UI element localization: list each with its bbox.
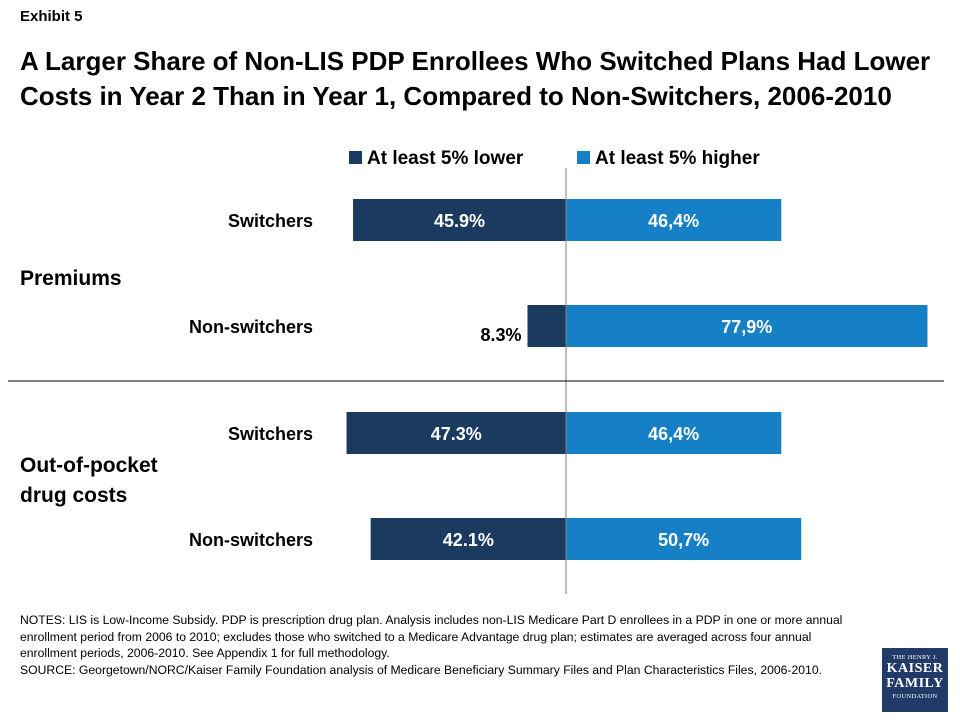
data-label-lower: 47.3% [431, 424, 482, 444]
bar-lower [353, 199, 566, 241]
kff-logo: THE HENRY J. KAISER FAMILY FOUNDATION [882, 648, 948, 712]
group-label-line: drug costs [20, 484, 128, 507]
data-label-lower: 8.3% [480, 325, 521, 345]
data-label-lower: 42.1% [443, 530, 494, 550]
logo-line: FAMILY [886, 676, 944, 691]
bar-higher [566, 412, 782, 454]
legend: At least 5% lower At least 5% higher [349, 148, 760, 169]
category-label: Non-switchers [189, 317, 313, 337]
data-label-higher: 77,9% [721, 317, 772, 337]
category-label: Non-switchers [189, 530, 313, 550]
category-label: Switchers [228, 211, 313, 231]
data-label-lower: 45.9% [434, 211, 485, 231]
bar-higher [566, 518, 802, 560]
logo-line: THE HENRY J. [892, 654, 938, 661]
legend-label: At least 5% lower [367, 148, 524, 169]
data-label-higher: 50,7% [658, 530, 709, 550]
bars: Switchers 45.9% 46,4% Non-switchers 8.3% 77,9… [189, 199, 928, 560]
bar-higher [566, 199, 782, 241]
group-label-line: Premiums [20, 267, 122, 290]
group-label-premiums: Premiums [20, 264, 122, 294]
logo-line: FOUNDATION [892, 693, 938, 700]
legend-swatch [577, 151, 590, 164]
bar-higher [566, 305, 928, 347]
footnotes: NOTES: LIS is Low-Income Subsidy. PDP is… [20, 612, 860, 678]
bar-lower [346, 412, 566, 454]
bar-lower [527, 305, 566, 347]
data-label-higher: 46,4% [648, 211, 699, 231]
bar-lower [370, 518, 566, 560]
legend-swatch [349, 151, 362, 164]
legend-label: At least 5% higher [595, 148, 760, 169]
logo-line: KAISER [886, 661, 944, 676]
data-label-higher: 46,4% [648, 424, 699, 444]
category-label: Switchers [228, 424, 313, 444]
source-text: SOURCE: Georgetown/NORC/Kaiser Family Fo… [20, 662, 822, 677]
chart-title: A Larger Share of Non-LIS PDP Enrollees … [20, 46, 931, 111]
exhibit-label: Exhibit 5 [20, 8, 83, 25]
chart: At least 5% lower At least 5% higher Swit… [8, 148, 944, 594]
notes-text: NOTES: LIS is Low-Income Subsidy. PDP is… [20, 613, 843, 660]
group-label-out-of-pocket: Out-of-pocket drug costs [20, 451, 158, 511]
group-label-line: Out-of-pocket [20, 454, 158, 477]
